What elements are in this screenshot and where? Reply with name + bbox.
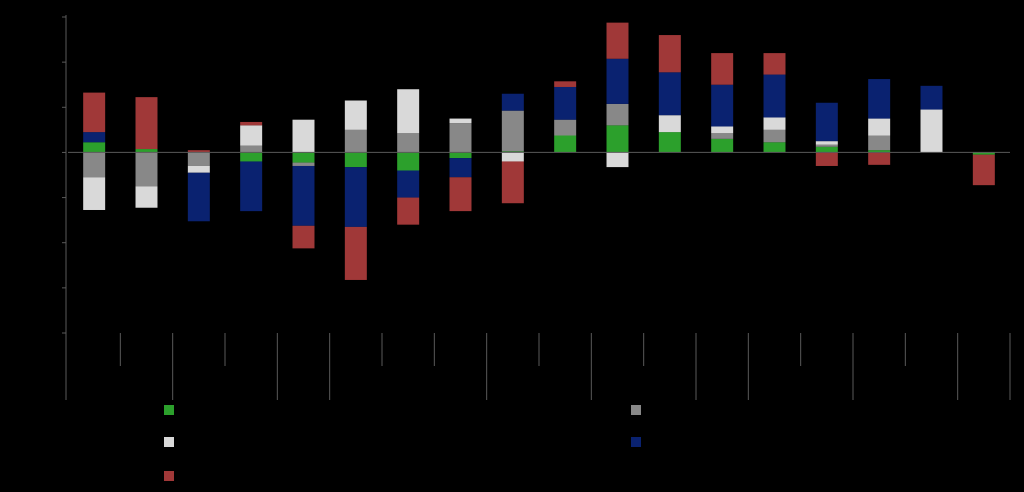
- bar-segment-8-4: [501, 161, 524, 204]
- bar-segment-1-4: [135, 97, 158, 150]
- bar-segment-5-0: [344, 152, 367, 168]
- bar-segment-4-3: [292, 165, 315, 226]
- bar-segment-15-2: [868, 118, 891, 136]
- bar-segment-10-0: [606, 125, 629, 153]
- legend: [164, 405, 641, 481]
- plot-area: [83, 22, 995, 280]
- bar-segment-9-3: [554, 86, 577, 120]
- bar-segment-10-2: [606, 152, 629, 168]
- bar-segment-6-4: [397, 197, 420, 225]
- legend-swatch-1: [631, 405, 641, 415]
- bar-segment-7-0: [449, 152, 472, 159]
- bar-segment-4-4: [292, 225, 315, 249]
- bar-segment-15-0: [868, 150, 891, 153]
- bar-segment-12-3: [711, 84, 734, 127]
- bar-segment-3-1: [240, 145, 263, 153]
- bar-segment-15-3: [868, 79, 891, 119]
- legend-swatch-0: [164, 405, 174, 415]
- bar-segment-3-0: [240, 152, 263, 162]
- bar-segment-17-0: [972, 152, 995, 155]
- bar-segment-11-3: [658, 72, 681, 116]
- bar-segment-5-4: [344, 226, 367, 280]
- bar-segment-0-2: [83, 177, 106, 210]
- bar-segment-9-4: [554, 81, 577, 87]
- bar-segment-0-1: [83, 152, 106, 178]
- bar-segment-1-2: [135, 186, 158, 208]
- bar-segment-7-3: [449, 158, 472, 178]
- legend-swatch-2: [164, 437, 174, 447]
- bar-segment-14-4: [815, 152, 838, 166]
- bar-segment-5-2: [344, 100, 367, 130]
- bar-segment-7-4: [449, 177, 472, 212]
- bar-segment-16-2: [920, 109, 943, 153]
- bar-segment-8-3: [501, 93, 524, 111]
- bar-segment-11-2: [658, 115, 681, 133]
- axes: [62, 15, 1011, 400]
- bar-segment-0-4: [83, 92, 106, 133]
- bar-segment-8-2: [501, 152, 524, 162]
- bar-segment-2-4: [187, 150, 210, 153]
- bar-segment-13-2: [763, 117, 786, 130]
- bar-segment-9-0: [554, 135, 577, 153]
- bar-segment-8-1: [501, 110, 524, 152]
- bar-segment-13-0: [763, 142, 786, 153]
- bar-segment-13-3: [763, 74, 786, 118]
- bar-segment-14-0: [815, 146, 838, 153]
- bar-segment-1-1: [135, 152, 158, 187]
- bar-segment-8-0: [501, 151, 524, 153]
- bar-segment-12-0: [711, 138, 734, 153]
- bar-segment-12-4: [711, 53, 734, 85]
- legend-swatch-3: [631, 437, 641, 447]
- bar-segment-6-3: [397, 170, 420, 198]
- bar-segment-5-3: [344, 167, 367, 227]
- bar-segment-13-4: [763, 53, 786, 75]
- bar-segment-9-1: [554, 119, 577, 136]
- bar-segment-13-1: [763, 129, 786, 143]
- bar-segment-7-1: [449, 123, 472, 153]
- bar-segment-6-2: [397, 89, 420, 134]
- bar-segment-10-1: [606, 103, 629, 126]
- bar-segment-5-1: [344, 129, 367, 153]
- bar-segment-12-2: [711, 126, 734, 134]
- bar-segment-4-2: [292, 119, 315, 153]
- legend-swatch-4: [164, 471, 174, 481]
- bar-segment-14-1: [815, 144, 838, 147]
- bar-segment-11-4: [658, 35, 681, 73]
- bar-segment-0-0: [83, 142, 106, 153]
- bar-segment-0-3: [83, 132, 106, 143]
- bar-segment-15-1: [868, 135, 891, 151]
- bar-segment-16-3: [920, 85, 943, 110]
- bar-segment-12-1: [711, 133, 734, 139]
- bar-segment-3-3: [240, 161, 263, 212]
- bar-segment-17-4: [972, 154, 995, 186]
- bar-segment-14-2: [815, 141, 838, 145]
- bar-segment-11-0: [658, 132, 681, 153]
- bar-segment-2-3: [187, 172, 210, 222]
- bar-segment-3-2: [240, 125, 263, 146]
- bar-segment-4-1: [292, 162, 315, 166]
- bar-segment-4-0: [292, 152, 315, 163]
- bar-segment-6-0: [397, 152, 420, 171]
- bar-segment-2-1: [187, 152, 210, 166]
- bar-segment-14-3: [815, 102, 838, 142]
- bar-segment-1-0: [135, 149, 158, 153]
- bar-segment-7-2: [449, 118, 472, 124]
- bar-segment-10-4: [606, 22, 629, 59]
- bar-segment-15-4: [868, 152, 891, 165]
- bar-segment-6-1: [397, 133, 420, 153]
- bar-segment-10-3: [606, 58, 629, 104]
- bar-segment-2-2: [187, 165, 210, 173]
- bar-segment-3-4: [240, 121, 263, 126]
